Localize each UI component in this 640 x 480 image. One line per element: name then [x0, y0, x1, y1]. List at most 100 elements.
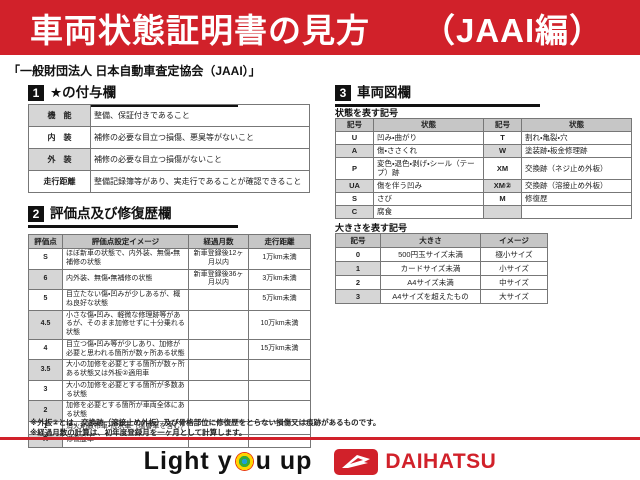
table-cell: 機 能: [28, 104, 91, 127]
colorful-o-icon: [234, 452, 254, 471]
table-row: 外 装補修の必要な目立つ損傷がないこと: [28, 148, 310, 171]
table-cell: 凹み・曲がり: [373, 131, 484, 145]
table-row: 機 能整備、保証付きであること: [28, 104, 310, 127]
table-header-row: 記号 状態 記号 状態: [335, 118, 632, 132]
table-header-row: 記号 大きさ イメージ: [335, 233, 548, 248]
table-cell: W: [483, 144, 522, 158]
column-header: 走行距離: [248, 234, 311, 249]
table-row: C 腐食: [335, 204, 632, 219]
table-cell: 整備、保証付きであること: [90, 104, 310, 127]
table-cell: P: [335, 157, 374, 180]
table-cell: 1: [335, 261, 381, 276]
column-header: イメージ: [480, 233, 548, 248]
table-row: 4.5 小さな傷・凹み、軽微な修理跡等があるが、そのまま加修せずに十分乗れる状態 1…: [28, 309, 311, 340]
evaluation-score-table: 評価点 評価点設定イメージ 経過月数 走行距離 S ほぼ新車の状態で、内外装、無傷…: [28, 234, 311, 448]
table-cell: A4サイズ未満: [380, 275, 481, 290]
table-cell: A: [335, 144, 374, 158]
table-cell: 5万km未満: [248, 289, 311, 311]
section3-title: 車両図欄: [357, 85, 411, 100]
section1-number-badge: 1: [28, 85, 44, 101]
table-cell: 大小の加修を必要とする箇所が多数ある状態: [62, 379, 189, 402]
section1-title: ★の付与欄: [50, 85, 117, 100]
section3-header: 3 車両図欄: [335, 85, 540, 107]
table-cell: 補修の必要な目立つ損傷、悪臭等がないこと: [90, 126, 310, 149]
table-cell: S: [28, 248, 63, 270]
table-cell: 10万km未満: [248, 309, 311, 340]
table-cell: [521, 204, 632, 219]
column-header: 状態: [373, 118, 484, 132]
symbols-table-label: 状態を表す記号: [335, 108, 399, 118]
table-cell: ほぼ新車の状態で、内外装、無傷・無補修の状態: [62, 248, 189, 270]
daihatsu-wordmark: DAIHATSU: [385, 449, 497, 473]
sizes-table-label: 大きさを表す記号: [335, 223, 408, 233]
column-header: 状態: [521, 118, 632, 132]
table-row: 1 カードサイズ未満 小サイズ: [335, 261, 548, 276]
footer-divider: [0, 437, 640, 440]
column-header: 経過月数: [188, 234, 249, 249]
table-cell: [483, 204, 522, 219]
table-cell: [188, 379, 249, 402]
page-title: 車両状態証明書の見方: [30, 11, 370, 49]
table-cell: 6: [28, 268, 63, 290]
table-cell: 傷を伴う凹み: [373, 178, 484, 193]
table-cell: 塗装跡・板金修理跡: [521, 144, 632, 158]
table-cell: UA: [335, 178, 374, 193]
table-cell: 3: [335, 289, 381, 304]
daihatsu-logo: DAIHATSU: [334, 448, 497, 475]
table-cell: 0: [335, 247, 381, 262]
footer-logos: Light y u up DAIHATSU: [0, 445, 640, 478]
footnote-line: ※外板②とは、交換跡（溶接止め外板）及び骨格部位に修復歴をとらない損傷又は痕跡が…: [30, 418, 381, 427]
table-cell: 大小の加修を必要とする箇所が数ヶ所ある状態又は外板②適用車: [62, 359, 189, 381]
size-symbols-table: 記号 大きさ イメージ 0 500円玉サイズ未満 極小サイズ 1 カードサイズ未満 小サイ…: [335, 233, 548, 304]
section2-number-badge: 2: [28, 206, 44, 222]
column-header: 評価点: [28, 234, 63, 249]
table-cell: 交換跡（溶接止め外板）: [521, 178, 632, 193]
table-cell: C: [335, 204, 374, 219]
table-cell: 4.5: [28, 309, 63, 340]
table-cell: 走行距離: [28, 170, 91, 193]
table-row: S さび M 修復歴: [335, 191, 632, 206]
table-cell: 2: [335, 275, 381, 290]
table-cell: S: [335, 191, 374, 206]
table-row: 3 大小の加修を必要とする箇所が多数ある状態: [28, 379, 311, 402]
table-row: 内 装補修の必要な目立つ損傷、悪臭等がないこと: [28, 126, 310, 149]
column-header: 評価点設定イメージ: [62, 234, 189, 249]
table-row: 4 目立つ傷・凹み等が少しあり、加修が必要と思われる箇所が数ヶ所ある状態 15万km…: [28, 338, 311, 361]
table-row: P 変色・退色・剥げ・シール（テープ）跡 XM 交換跡（ネジ止め外板）: [335, 157, 632, 180]
table-cell: 内 装: [28, 126, 91, 149]
table-row: 0 500円玉サイズ未満 極小サイズ: [335, 247, 548, 262]
table-cell: XM: [483, 157, 522, 180]
table-cell: 15万km未満: [248, 338, 311, 361]
table-cell: 極小サイズ: [480, 247, 548, 262]
table-cell: 内外装、無傷・無補修の状態: [62, 268, 189, 290]
table-cell: [248, 379, 311, 402]
table-cell: XM②: [483, 178, 522, 193]
page-title-edition: （JAAI編）: [422, 11, 604, 49]
column-header: 大きさ: [380, 233, 481, 248]
table-cell: 4: [28, 338, 63, 361]
section3-number-badge: 3: [335, 85, 351, 101]
table-cell: カードサイズ未満: [380, 261, 481, 276]
table-cell: [188, 359, 249, 381]
table-row: UA 傷を伴う凹み XM② 交換跡（溶接止め外板）: [335, 178, 632, 193]
table-cell: 傷・ささくれ: [373, 144, 484, 158]
table-row: 走行距離 整備記録簿等があり、実走行であることが確認できること: [28, 170, 310, 193]
table-cell: 小さな傷・凹み、軽微な修理跡等があるが、そのまま加修せずに十分乗れる状態: [62, 309, 189, 340]
table-cell: 整備記録簿等があり、実走行であることが確認できること: [90, 170, 310, 193]
table-cell: 補修の必要な目立つ損傷がないこと: [90, 148, 310, 171]
table-cell: [188, 289, 249, 311]
table-cell: 3万km未満: [248, 268, 311, 290]
table-cell: 腐食: [373, 204, 484, 219]
slogan-text-left: Light y: [143, 447, 233, 475]
table-row: U 凹み・曲がり T 割れ・亀裂・穴: [335, 131, 632, 145]
table-cell: 交換跡（ネジ止め外板）: [521, 157, 632, 180]
table-cell: 外 装: [28, 148, 91, 171]
table-row: 6 内外装、無傷・無補修の状態 新車登録後36ヶ月以内 3万km未満: [28, 268, 311, 290]
table-cell: T: [483, 131, 522, 145]
table-cell: 5: [28, 289, 63, 311]
table-row: 3 A4サイズを超えたもの 大サイズ: [335, 289, 548, 304]
table-cell: 新車登録後12ヶ月以内: [188, 248, 249, 270]
table-row: A 傷・ささくれ W 塗装跡・板金修理跡: [335, 144, 632, 158]
footnotes: ※外板②とは、交換跡（溶接止め外板）及び骨格部位に修復歴をとらない損傷又は痕跡が…: [30, 418, 380, 438]
section2-header: 2 評価点及び修復歴欄: [28, 206, 238, 228]
